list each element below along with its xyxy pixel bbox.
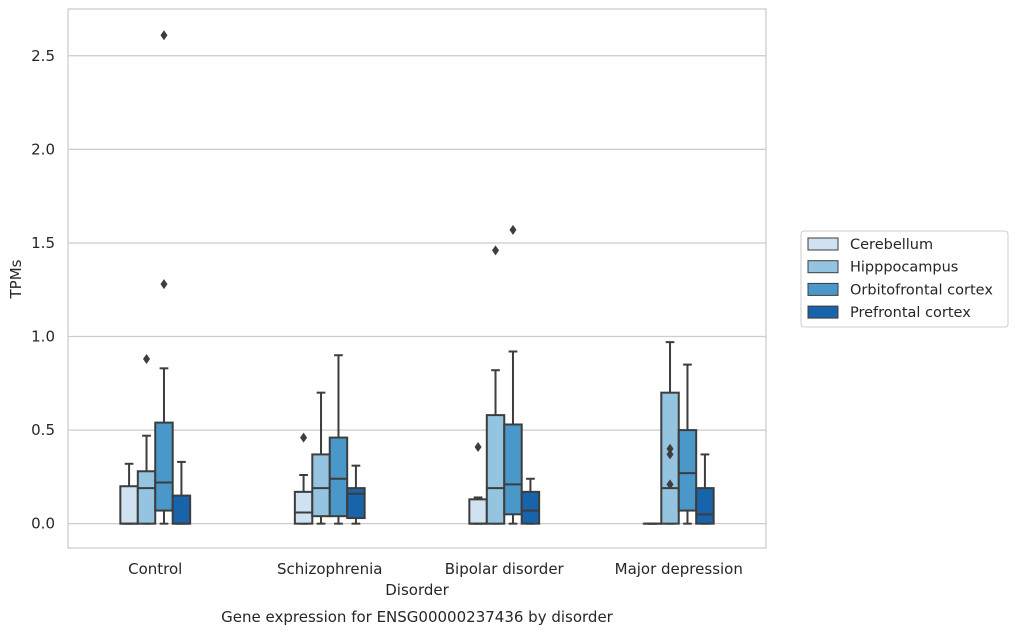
box-0-2 xyxy=(154,30,174,525)
y-axis-label: TPMs xyxy=(7,259,25,299)
y-tick-label: 2.0 xyxy=(31,140,55,158)
chart-caption: Gene expression for ENSG00000237436 by d… xyxy=(221,608,614,626)
box-iqr xyxy=(520,490,541,525)
box-iqr xyxy=(503,423,523,516)
box-3-1 xyxy=(660,341,680,525)
box-plot-layer xyxy=(119,30,715,525)
box-1-2 xyxy=(328,354,349,525)
y-tick-label: 1.5 xyxy=(31,234,55,252)
y-tick-label: 0.0 xyxy=(31,515,55,533)
box-iqr xyxy=(293,490,314,525)
legend-swatch xyxy=(807,237,839,251)
box-iqr xyxy=(677,429,698,512)
box-1-3 xyxy=(346,464,366,525)
box-2-0 xyxy=(468,441,488,525)
x-axis-ticks: Control Schizophrenia Bipolar disorder Majo… xyxy=(128,560,743,578)
legend-label: Orbitofrontal cortex xyxy=(850,282,993,298)
outlier-marker xyxy=(666,449,674,460)
x-tick-label: Major depression xyxy=(615,560,743,578)
x-axis-label: Disorder xyxy=(385,581,449,599)
legend-label: Hipppocampus xyxy=(850,260,958,276)
box-3-3 xyxy=(695,453,715,525)
box-2-3 xyxy=(520,477,541,525)
box-3-2 xyxy=(677,363,698,525)
box-iqr xyxy=(136,470,157,525)
legend: Cerebellum Hipppocampus Orbitofrontal cort… xyxy=(800,230,1009,328)
box-2-2 xyxy=(503,224,523,525)
x-tick-label: Control xyxy=(128,560,182,578)
legend-label: Prefrontal cortex xyxy=(850,305,971,321)
box-iqr xyxy=(328,436,349,518)
box-0-3 xyxy=(171,460,192,525)
box-iqr xyxy=(695,487,715,525)
legend-frame xyxy=(800,230,1009,328)
outlier-marker xyxy=(492,245,500,256)
legend-swatch xyxy=(807,282,839,296)
y-tick-label: 2.5 xyxy=(31,47,55,65)
x-tick-label: Schizophrenia xyxy=(277,560,382,578)
legend-swatch xyxy=(807,260,839,274)
box-iqr xyxy=(346,487,366,520)
box-iqr xyxy=(171,494,192,525)
box-0-0 xyxy=(119,462,139,525)
plot-frame xyxy=(67,8,767,549)
legend-label: Cerebellum xyxy=(850,237,933,253)
y-axis-ticks: 0.0 0.5 1.0 1.5 2.0 2.5 xyxy=(31,47,55,533)
box-2-1 xyxy=(485,245,506,525)
x-tick-label: Bipolar disorder xyxy=(445,560,565,578)
outlier-marker xyxy=(509,224,517,235)
box-0-1 xyxy=(136,353,157,525)
outlier-marker xyxy=(160,279,168,290)
box-iqr xyxy=(468,498,488,525)
legend-items: Cerebellum Hipppocampus Orbitofrontal cort… xyxy=(807,237,993,321)
legend-swatch xyxy=(807,305,839,319)
box-1-1 xyxy=(311,391,331,525)
box-iqr xyxy=(119,485,139,525)
outlier-marker xyxy=(143,353,151,364)
outlier-marker xyxy=(300,432,308,443)
y-tick-label: 1.0 xyxy=(31,328,55,346)
outlier-marker xyxy=(666,479,674,490)
box-iqr xyxy=(154,421,174,512)
outlier-marker xyxy=(160,30,168,41)
y-tick-label: 0.5 xyxy=(31,421,55,439)
outlier-marker xyxy=(666,443,674,454)
box-iqr xyxy=(485,414,506,525)
outlier-marker xyxy=(474,441,482,452)
box-iqr xyxy=(311,453,331,518)
box-1-0 xyxy=(293,432,314,525)
